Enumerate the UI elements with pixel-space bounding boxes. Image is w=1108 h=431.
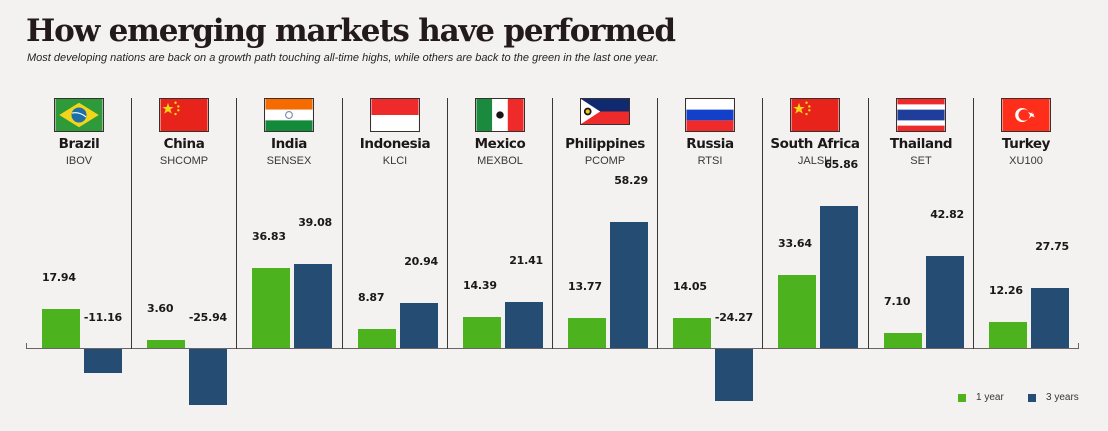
country-name-turkey: Turkey [1001, 136, 1051, 152]
china-flag-icon [159, 98, 209, 132]
bar-3-years-thailand [926, 256, 964, 348]
country-name-china: China [163, 136, 205, 152]
mexico-flag-icon [475, 98, 525, 132]
country-name-thailand: Thailand [889, 136, 953, 152]
value-label-3-years-philippines: 58.29 [614, 174, 648, 187]
page-title: How emerging markets have performed [26, 13, 676, 49]
bar-3-years-mexico [505, 302, 543, 348]
country-name-brazil: Brazil [58, 136, 100, 152]
value-label-3-years-russia: -24.27 [714, 311, 753, 324]
column-divider [973, 98, 974, 349]
column-divider [868, 98, 869, 349]
value-label-1-year-turkey: 12.26 [989, 284, 1023, 297]
legend-swatch-green [958, 393, 966, 402]
bar-1-year-brazil [42, 309, 80, 348]
indonesia-flag-icon [370, 98, 420, 132]
philippines-flag-icon [580, 98, 630, 125]
value-label-3-years-china: -25.94 [188, 311, 227, 324]
column-divider [657, 98, 658, 349]
index-code-russia: RTSI [697, 155, 723, 167]
index-code-philippines: PCOMP [584, 155, 626, 167]
bar-1-year-russia [673, 318, 711, 348]
turkey-flag-icon [1001, 98, 1051, 132]
country-name-philippines: Philippines [565, 136, 645, 152]
bar-3-years-brazil [84, 349, 122, 373]
bar-3-years-south-africa [820, 206, 858, 348]
legend-label: 3 years [1046, 392, 1079, 403]
bar-1-year-india [252, 268, 290, 348]
value-label-3-years-brazil: -11.16 [83, 311, 122, 324]
value-label-1-year-brazil: 17.94 [42, 271, 76, 284]
legend-item-3-years: 3 years [1028, 392, 1079, 403]
index-code-thailand: SET [910, 155, 932, 167]
index-code-india: SENSEX [266, 155, 312, 167]
value-label-1-year-china: 3.60 [147, 302, 174, 315]
value-label-3-years-indonesia: 20.94 [404, 255, 438, 268]
bar-3-years-turkey [1031, 288, 1069, 348]
index-code-turkey: XU100 [1009, 155, 1043, 167]
index-code-china: SHCOMP [159, 155, 209, 167]
value-label-3-years-south-africa: 65.86 [824, 158, 858, 171]
china-flag-icon [790, 98, 840, 132]
bar-3-years-india [294, 264, 332, 348]
legend-swatch-blue [1028, 393, 1036, 402]
value-label-1-year-philippines: 13.77 [568, 280, 602, 293]
bar-1-year-china [147, 340, 185, 348]
thailand-flag-icon [896, 98, 946, 132]
bar-1-year-indonesia [358, 329, 396, 348]
india-flag-icon [264, 98, 314, 132]
country-name-mexico: Mexico [474, 136, 526, 152]
bar-1-year-mexico [463, 317, 501, 348]
bar-1-year-south-africa [778, 275, 816, 348]
column-divider [447, 98, 448, 349]
country-name-south-africa: South Africa [770, 136, 860, 152]
column-divider [552, 98, 553, 349]
index-code-brazil: IBOV [65, 155, 93, 167]
country-name-india: India [270, 136, 308, 152]
legend-label: 1 year [976, 392, 1004, 403]
value-label-3-years-india: 39.08 [298, 216, 332, 229]
value-label-1-year-south-africa: 33.64 [778, 237, 812, 250]
bar-3-years-philippines [610, 222, 648, 348]
bar-1-year-thailand [884, 333, 922, 348]
column-divider [131, 98, 132, 349]
value-label-1-year-thailand: 7.10 [884, 295, 911, 308]
value-label-3-years-turkey: 27.75 [1035, 240, 1069, 253]
brazil-flag-icon [54, 98, 104, 132]
value-label-1-year-indonesia: 8.87 [358, 291, 385, 304]
index-code-indonesia: KLCI [382, 155, 408, 167]
country-name-russia: Russia [686, 136, 734, 152]
value-label-1-year-mexico: 14.39 [463, 279, 497, 292]
bar-3-years-indonesia [400, 303, 438, 348]
column-divider [762, 98, 763, 349]
value-label-1-year-india: 36.83 [252, 230, 286, 243]
index-code-mexico: MEXBOL [477, 155, 523, 167]
bar-1-year-turkey [989, 322, 1027, 348]
index-code-south-africa: JALSH [797, 155, 833, 167]
axis-tick-left [26, 343, 27, 349]
value-label-3-years-mexico: 21.41 [509, 254, 543, 267]
column-divider [342, 98, 343, 349]
legend-item-1-year: 1 year [958, 392, 1004, 403]
russia-flag-icon [685, 98, 735, 132]
column-divider [236, 98, 237, 349]
bar-3-years-china [189, 349, 227, 405]
value-label-3-years-thailand: 42.82 [930, 208, 964, 221]
bar-3-years-russia [715, 349, 753, 401]
value-label-1-year-russia: 14.05 [673, 280, 707, 293]
page-subtitle: Most developing nations are back on a gr… [27, 52, 659, 64]
axis-tick-right [1078, 343, 1079, 349]
bar-1-year-philippines [568, 318, 606, 348]
country-name-indonesia: Indonesia [359, 136, 431, 152]
